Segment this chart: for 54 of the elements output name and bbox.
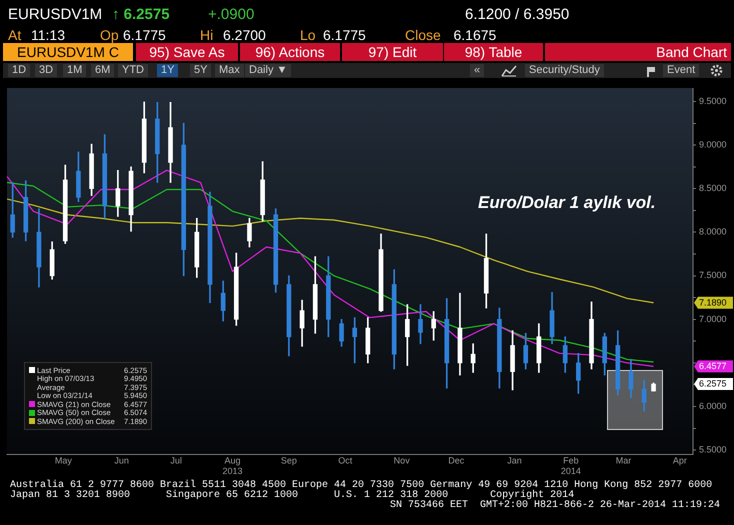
x-tick-label: Nov — [394, 455, 410, 466]
x-tick-label: Oct — [338, 455, 353, 466]
y-tick-label: 7.0000 — [699, 314, 727, 324]
text: Hi 6.2700 — [200, 27, 266, 43]
text: Lo 6.1775 — [300, 27, 366, 43]
text: 6.1200 / 6.3950 — [465, 6, 570, 23]
text: Australia 61 2 9777 8600 Brazil 5511 3048 4500 Europe 44 20 7330 7500 Germany 49 69 9204 1210 Hong Kong 852 2977 6000 — [10, 480, 712, 491]
y-tick-label: 8.0000 — [699, 226, 727, 237]
text: 6M — [91, 64, 114, 77]
x-tick-label: Jan — [507, 455, 522, 466]
x-tick-label: Jun — [114, 455, 129, 466]
x-tick-label: Apr — [672, 455, 687, 466]
text: 97) Edit — [342, 43, 443, 61]
y-tick-label: 8.5000 — [699, 183, 727, 194]
text: ↑ 6.2575 — [112, 6, 170, 23]
text: Daily ▼ — [245, 64, 292, 77]
text: 1Y — [157, 64, 178, 77]
x-tick-label: Mar — [616, 455, 632, 466]
text: YTD — [118, 64, 148, 77]
y-tick-label: 9.5000 — [699, 96, 727, 106]
text: 6.4577 — [699, 360, 727, 371]
text: « — [470, 64, 484, 77]
text: EURUSDV1M — [8, 6, 102, 23]
y-tick-label: 9.0000 — [699, 140, 727, 150]
text: 5Y — [190, 64, 212, 77]
x-tick-label: Feb 2014 — [560, 455, 581, 476]
text: Euro/Dolar 1 aylık vol. — [478, 193, 656, 212]
text: 98) Table — [444, 43, 543, 61]
text: 3D — [35, 64, 58, 77]
x-tick-label: Sep — [280, 455, 297, 466]
x-tick-label: Dec — [448, 455, 465, 466]
x-tick-label: May — [54, 455, 72, 466]
text: 1M — [63, 64, 86, 77]
text: 1D — [8, 64, 30, 77]
text: Close 6.1675 — [405, 27, 496, 43]
y-tick-label: 6.0000 — [699, 400, 727, 411]
text: EURUSDV1M C — [3, 43, 133, 61]
text: Security/Study — [525, 64, 604, 77]
text: Japan 81 3 3201 8900 Singapore 65 6212 1000 U.S. 1 212 318 2000 Copyright 2014 — [10, 490, 574, 501]
text: +.0900 — [208, 6, 254, 23]
text: Event — [663, 64, 700, 77]
text: SN 753466 EET GMT+2:00 H821-866-2 26-Mar-2014 11:19:24 — [390, 500, 720, 511]
text: At 11:13 — [8, 27, 65, 43]
text: 96) Actions — [240, 43, 340, 61]
x-tick-label: Jul — [170, 455, 182, 466]
text: 7.1890 — [699, 297, 727, 308]
y-tick-label: 5.5000 — [699, 444, 727, 455]
y-tick-label: 7.5000 — [699, 270, 727, 280]
text: 95) Save As — [136, 43, 238, 61]
text: 6.2575 — [699, 378, 727, 389]
x-tick-label: Aug 2013 — [222, 455, 243, 476]
text: Op 6.1775 — [100, 27, 166, 43]
text: Max — [215, 64, 244, 77]
text: Band Chart — [545, 43, 731, 61]
